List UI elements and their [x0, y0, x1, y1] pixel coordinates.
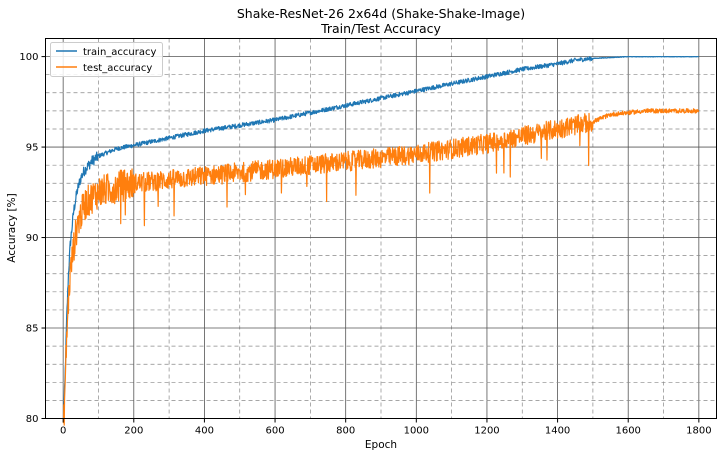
x-tick-label: 1800 [686, 426, 711, 437]
grid-lines [45, 38, 717, 419]
legend-label-train: train_accuracy [83, 47, 156, 58]
series-line-train_accuracy [62, 56, 700, 419]
y-tick-label: 80 [26, 414, 39, 425]
axis-ticks: 0 200 400 600 800 1000 1200 1400 1600 1800 80 85 90 9… [19, 52, 711, 436]
y-tick-label: 90 [26, 233, 39, 244]
x-tick-label: 600 [266, 426, 285, 437]
x-tick-label: 1400 [545, 426, 570, 437]
x-tick-label: 1600 [615, 426, 640, 437]
x-tick-label: 1000 [404, 426, 429, 437]
chart-title: Shake-ResNet-26 2x64d (Shake-Shake-Image… [237, 6, 525, 21]
x-tick-label: 400 [195, 426, 214, 437]
legend: train_accuracy test_accuracy [50, 42, 163, 77]
y-tick-label: 100 [19, 52, 38, 63]
x-tick-label: 1200 [474, 426, 499, 437]
legend-box [50, 42, 163, 77]
plot-frame [45, 38, 717, 419]
legend-label-test: test_accuracy [83, 63, 152, 74]
chart-subtitle: Train/Test Accuracy [320, 21, 441, 36]
x-axis-label: Epoch [365, 439, 397, 451]
y-axis-label: Accuracy [%] [6, 193, 18, 262]
y-tick-label: 95 [26, 143, 39, 154]
y-tick-label: 85 [26, 324, 39, 335]
x-tick-label: 200 [124, 426, 143, 437]
series-line-test_accuracy [62, 108, 700, 426]
x-tick-label: 0 [60, 426, 66, 437]
series-layer [62, 56, 700, 426]
x-tick-label: 800 [336, 426, 355, 437]
